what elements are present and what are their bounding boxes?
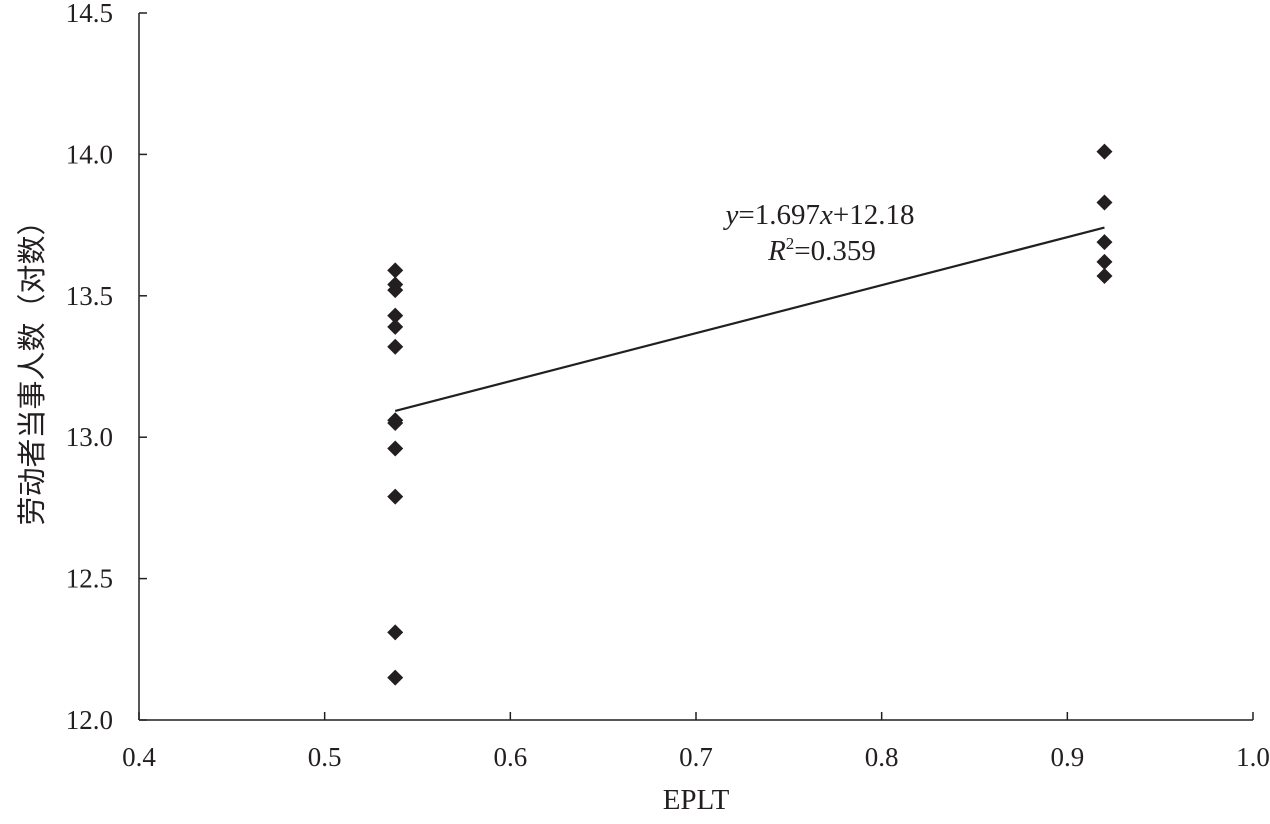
data-point-diamond	[387, 262, 404, 279]
equation-slope: =1.697	[738, 199, 820, 231]
y-tick-label: 14.0	[66, 139, 113, 169]
data-point-diamond	[387, 624, 404, 641]
x-tick-label: 1.0	[1236, 742, 1270, 772]
x-tick-label: 0.5	[308, 742, 342, 772]
r-squared-superscript: 2	[786, 234, 795, 253]
x-tick-label: 0.9	[1050, 742, 1084, 772]
trendline	[394, 226, 1105, 412]
y-axis-title: 劳动者当事人数（对数）	[16, 206, 49, 525]
data-point-diamond	[387, 282, 404, 299]
y-tick-label: 13.0	[66, 422, 113, 452]
x-tick-label: 0.4	[122, 742, 156, 772]
y-tick-label: 12.0	[66, 705, 113, 735]
data-point-diamond	[387, 307, 404, 324]
data-point-diamond	[1096, 268, 1113, 285]
r-squared-value: =0.359	[794, 235, 876, 267]
equation-y-var: y	[723, 199, 739, 231]
data-point-diamond	[1096, 234, 1113, 251]
data-point-diamond	[387, 440, 404, 457]
data-point-diamond	[1096, 194, 1113, 211]
y-tick-label: 13.5	[66, 281, 113, 311]
r-squared-r: R	[767, 235, 786, 267]
x-axis-title: EPLT	[663, 784, 730, 816]
x-tick-label: 0.8	[865, 742, 899, 772]
y-tick-label: 12.5	[66, 564, 113, 594]
axes	[138, 13, 1253, 721]
trendline-equation: y=1.697x+12.18	[723, 199, 915, 231]
equation-intercept: +12.18	[833, 199, 915, 231]
data-point-diamond	[1096, 143, 1113, 160]
x-tick-label: 0.6	[493, 742, 527, 772]
r-squared-label: R2=0.359	[767, 234, 876, 267]
data-point-diamond	[387, 318, 404, 335]
equation-x-var: x	[819, 199, 833, 231]
data-point-diamond	[387, 415, 404, 432]
data-point-diamond	[387, 669, 404, 686]
y-tick-label: 14.5	[66, 0, 113, 28]
data-point-diamond	[387, 338, 404, 355]
trendline-group	[394, 226, 1105, 412]
y-axis-ticks: 12.0 12.5 13.0 13.5 14.0 14.5	[66, 0, 147, 735]
data-point-diamond	[1096, 253, 1113, 270]
x-tick-label: 0.7	[679, 742, 713, 772]
x-axis-ticks: 0.4 0.5 0.6 0.7 0.8 0.9 1.0	[122, 712, 1270, 772]
data-point-diamond	[387, 488, 404, 505]
data-points	[387, 143, 1113, 686]
